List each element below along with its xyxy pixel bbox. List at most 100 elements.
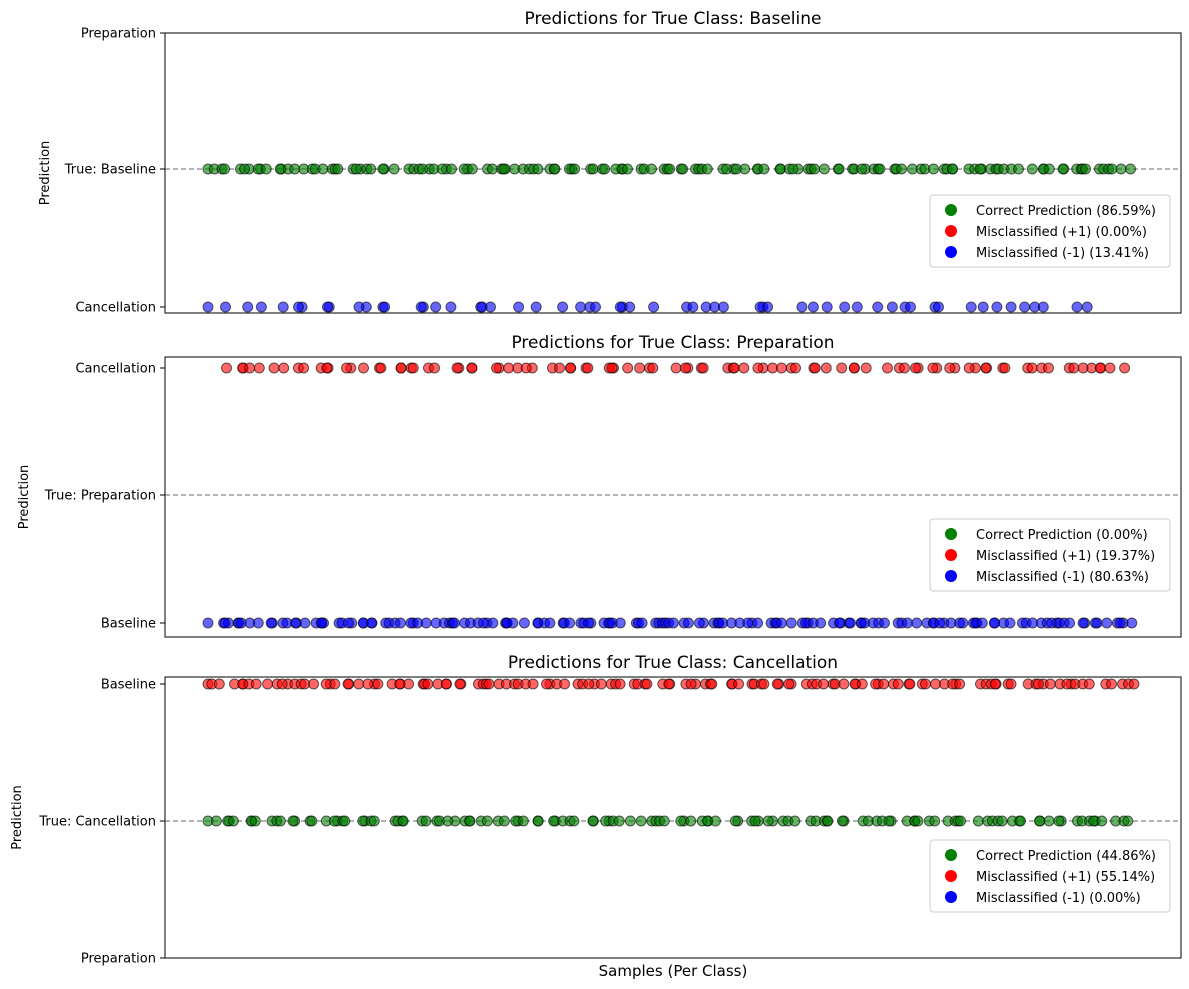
data-point <box>896 163 908 175</box>
legend-entry: Misclassified (+1) (55.14%) <box>976 870 1155 885</box>
data-point <box>809 163 820 175</box>
legend-entry: Misclassified (-1) (13.41%) <box>976 246 1149 261</box>
data-point <box>822 815 834 827</box>
data-point <box>1068 362 1080 374</box>
data-point <box>742 617 754 629</box>
data-point <box>954 678 966 690</box>
legend-entry: Misclassified (-1) (0.00%) <box>976 891 1141 906</box>
legend-box <box>929 194 1171 268</box>
data-point <box>377 163 389 175</box>
x-axis-label: Samples (Per Class) <box>599 962 748 980</box>
series-1 <box>221 362 1131 374</box>
data-point <box>904 678 916 690</box>
data-point <box>733 678 745 690</box>
data-point <box>420 815 432 827</box>
data-point <box>1043 815 1055 827</box>
data-point <box>929 815 941 827</box>
data-point <box>557 301 569 313</box>
data-point <box>710 815 721 827</box>
data-point <box>920 678 931 690</box>
data-point <box>905 301 916 313</box>
data-point <box>265 617 277 629</box>
data-point <box>783 678 795 690</box>
data-point <box>1013 163 1024 175</box>
data-point <box>1114 617 1126 629</box>
legend-marker <box>945 204 957 216</box>
data-point <box>1044 678 1056 690</box>
data-point <box>368 815 380 827</box>
y-axis-label: Prediction <box>38 141 53 206</box>
data-point <box>564 617 576 629</box>
data-point <box>991 301 1003 313</box>
data-point <box>1026 163 1038 175</box>
data-point <box>872 301 884 313</box>
data-point <box>999 362 1011 374</box>
data-point <box>771 678 783 690</box>
data-point <box>590 301 601 313</box>
legend-marker <box>945 549 957 561</box>
data-point <box>466 163 478 175</box>
data-point <box>507 617 519 629</box>
data-point <box>1081 301 1093 313</box>
data-point <box>739 163 751 175</box>
data-point <box>1077 617 1089 629</box>
data-point <box>685 815 697 827</box>
data-point <box>796 301 808 313</box>
y-tick-label: Preparation <box>81 27 156 42</box>
data-point <box>415 301 427 313</box>
data-point <box>934 617 946 629</box>
data-point <box>1080 163 1091 175</box>
data-point <box>513 301 525 313</box>
legend: Correct Prediction (44.86%) Misclassified… <box>929 839 1171 913</box>
data-point <box>667 617 679 629</box>
data-point <box>339 815 351 827</box>
data-point <box>927 362 939 374</box>
legend-marker <box>945 246 957 258</box>
data-point <box>809 362 821 374</box>
data-point <box>974 163 986 175</box>
legend: Correct Prediction (86.59%) Misclassified… <box>929 194 1171 268</box>
data-point <box>1096 815 1108 827</box>
data-point <box>664 163 676 175</box>
data-point <box>239 163 251 175</box>
data-point <box>395 617 406 629</box>
data-point <box>483 678 495 690</box>
data-point <box>815 617 827 629</box>
data-point <box>527 678 539 690</box>
subplot-3: Preparation True: Cancellation Baseline Pre… <box>10 653 1182 980</box>
data-point <box>821 301 833 313</box>
data-point <box>454 678 466 690</box>
data-point <box>491 362 502 374</box>
data-point <box>486 163 498 175</box>
data-point <box>752 362 764 374</box>
data-point <box>213 678 225 690</box>
data-point <box>911 617 923 629</box>
data-point <box>322 301 333 313</box>
data-point <box>928 163 939 175</box>
data-point <box>682 617 694 629</box>
data-point <box>910 362 921 374</box>
data-point <box>498 815 510 827</box>
data-point <box>670 362 682 374</box>
data-point <box>614 617 626 629</box>
data-point <box>776 362 787 374</box>
data-point <box>878 678 890 690</box>
data-point <box>397 815 409 827</box>
y-axis-label: Prediction <box>17 465 32 530</box>
data-point <box>679 362 691 374</box>
series-2 <box>202 815 1134 827</box>
data-point <box>899 362 910 374</box>
data-point <box>544 617 556 629</box>
data-point <box>980 362 992 374</box>
data-point <box>407 362 419 374</box>
data-point <box>221 362 232 374</box>
data-point <box>752 617 764 629</box>
data-point <box>341 362 352 374</box>
legend-box <box>929 518 1171 592</box>
data-point <box>250 678 262 690</box>
data-point <box>687 301 699 313</box>
data-point <box>902 617 913 629</box>
data-point <box>317 163 329 175</box>
data-point <box>422 678 434 690</box>
data-point <box>417 163 429 175</box>
